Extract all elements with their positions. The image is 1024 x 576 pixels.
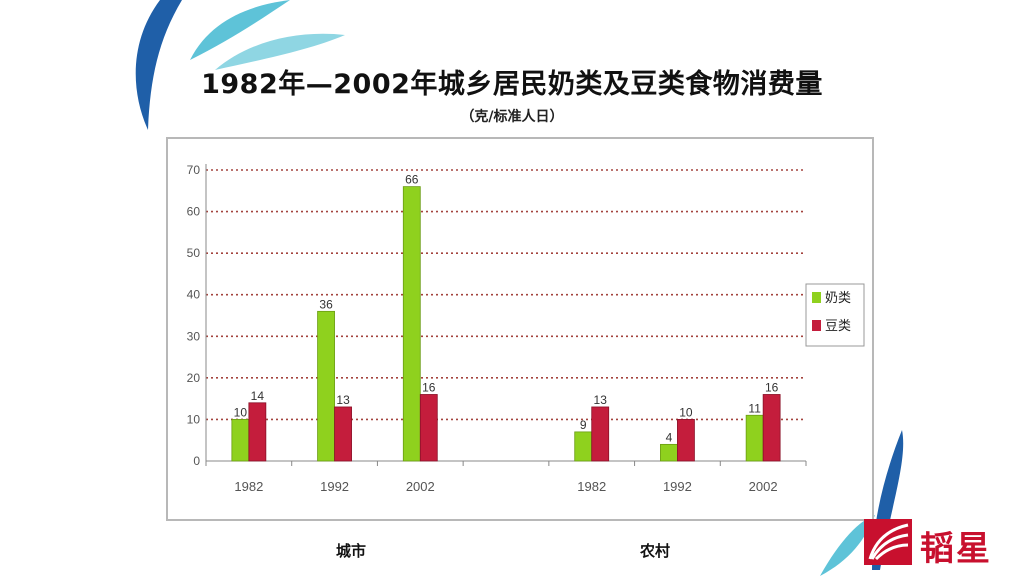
bar-milk: [745, 414, 764, 462]
data-label-bean: 14: [251, 389, 265, 403]
legend-label-bean: 豆类: [825, 319, 851, 334]
data-label-milk: 66: [405, 173, 419, 187]
x-tick-label: 2002: [406, 479, 435, 494]
data-label-bean: 16: [765, 380, 779, 394]
y-tick-label: 20: [187, 371, 201, 385]
y-tick-label: 50: [187, 246, 201, 260]
bar-bean: [334, 406, 352, 462]
bar-chart: 0102030405060701982101419923613200266161…: [187, 163, 865, 494]
data-label-bean: 13: [336, 393, 350, 407]
y-tick-label: 40: [187, 288, 201, 302]
data-label-milk: 11: [748, 401, 761, 415]
x-tick-label: 1992: [663, 479, 692, 494]
group-label-rural: 农村: [640, 542, 671, 560]
x-tick-label: 1982: [577, 479, 606, 494]
bar-bean: [762, 394, 781, 462]
x-tick-label: 2002: [749, 479, 778, 494]
bar-bean: [591, 406, 610, 462]
y-tick-label: 30: [187, 329, 201, 343]
page-title: 1982年—2002年城乡居民奶类及豆类食物消费量: [201, 69, 823, 100]
bar-milk: [402, 186, 421, 462]
bar-bean: [248, 402, 267, 462]
bar-milk: [660, 443, 678, 462]
y-tick-label: 70: [187, 163, 201, 177]
data-label-bean: 16: [422, 380, 436, 394]
data-label-bean: 10: [679, 405, 693, 419]
x-tick-label: 1982: [234, 479, 263, 494]
data-label-bean: 13: [594, 393, 608, 407]
y-tick-label: 60: [187, 205, 201, 219]
bar-bean: [419, 394, 438, 462]
bar-bean: [677, 419, 695, 462]
data-label-milk: 10: [234, 405, 248, 419]
y-tick-label: 0: [193, 454, 200, 468]
legend-swatch-bean: [812, 320, 821, 331]
brand-logo: 韬星: [862, 515, 1022, 573]
x-tick-label: 1992: [320, 479, 349, 494]
y-tick-label: 10: [187, 412, 201, 426]
data-label-milk: 36: [319, 297, 333, 311]
page-subtitle: （克/标准人日）: [460, 109, 564, 125]
data-label-milk: 9: [580, 418, 587, 432]
legend-swatch-milk: [812, 292, 821, 303]
legend-label-milk: 奶类: [825, 291, 851, 306]
bar-milk: [317, 310, 335, 462]
group-label-urban: 城市: [336, 542, 367, 560]
bar-milk: [574, 431, 593, 462]
decorative-leaves-top: [135, 0, 345, 130]
brand-logo-icon: [864, 519, 912, 565]
bar-milk: [231, 419, 250, 462]
data-label-milk: 4: [666, 430, 673, 444]
brand-name: 韬星: [920, 529, 992, 569]
